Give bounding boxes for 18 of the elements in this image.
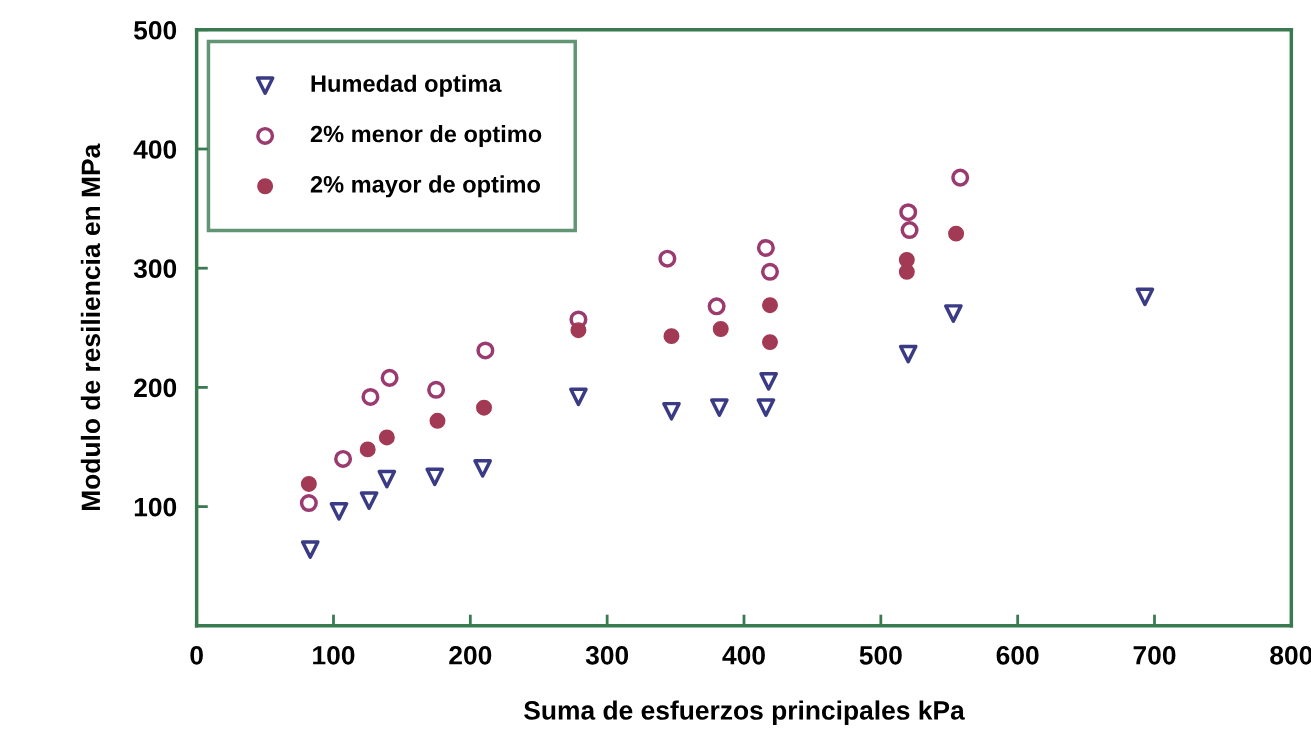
legend-label: 2% mayor de optimo — [310, 175, 540, 198]
x-tick-label: 500 — [859, 645, 902, 665]
x-tick-label: 300 — [585, 645, 629, 665]
y-tick-label: 300 — [133, 259, 177, 279]
y-tick-label: 200 — [134, 378, 177, 398]
y-tick-label: 100 — [134, 497, 177, 517]
x-tick-label: 600 — [996, 645, 1039, 665]
x-tick-label: 700 — [1133, 645, 1176, 665]
x-tick-label: 100 — [313, 645, 355, 665]
y-axis-title: Modulo de resiliencia en MPa — [80, 143, 101, 511]
x-axis-title: Suma de esfuerzos principales kPa — [524, 700, 965, 725]
x-tick-label: 0 — [190, 645, 203, 665]
legend-label: 2% menor de optimo — [310, 125, 542, 148]
legend-label: Humedad optima — [311, 74, 502, 97]
y-tick-label: 500 — [133, 20, 177, 40]
x-tick-label: 400 — [722, 645, 765, 665]
y-tick-label: 400 — [133, 140, 177, 159]
x-tick-label: 200 — [449, 645, 492, 665]
